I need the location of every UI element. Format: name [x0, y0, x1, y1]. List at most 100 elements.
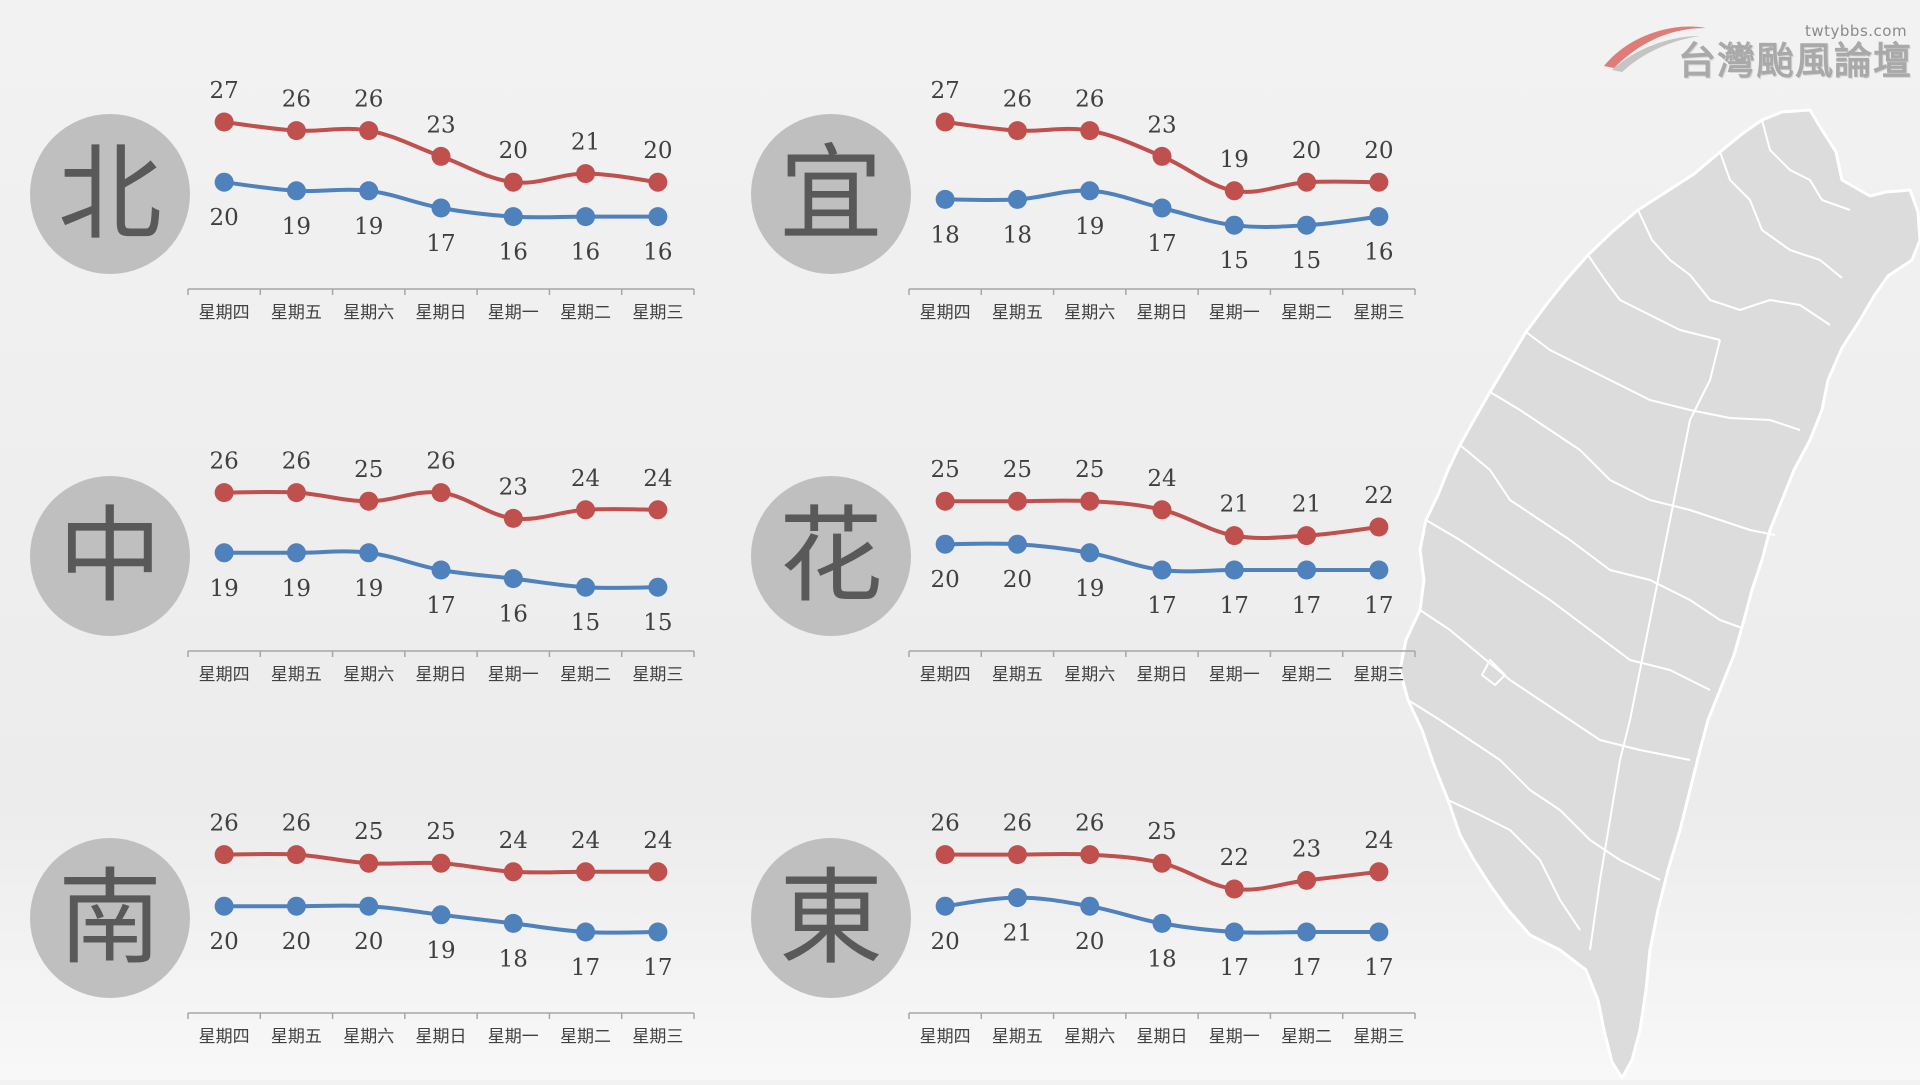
tick-label: 星期三: [632, 665, 683, 685]
high-temp-label: 27: [210, 78, 239, 104]
region-badge: [751, 114, 911, 274]
low-temp-point: [286, 543, 306, 563]
tick-label: 星期一: [488, 303, 539, 323]
high-temp-label: 25: [1003, 457, 1032, 483]
tick-label: 星期日: [1137, 665, 1188, 685]
high-temp-point: [576, 164, 596, 184]
high-temp-point: [1007, 845, 1027, 865]
tick-label: 星期四: [199, 1027, 250, 1047]
low-temp-label: 17: [426, 593, 455, 619]
tick-label: 星期六: [1064, 665, 1115, 685]
high-temp-label: 26: [1003, 87, 1032, 113]
low-temp-label: 15: [571, 610, 600, 636]
high-temp-label: 24: [643, 466, 672, 492]
high-temp-label: 24: [643, 828, 672, 854]
high-temp-point: [286, 483, 306, 503]
tick-label: 星期五: [992, 665, 1043, 685]
low-temp-point: [1152, 198, 1172, 218]
low-temp-label: 18: [1147, 946, 1176, 972]
high-temp-point: [1297, 870, 1317, 890]
high-temp-label: 26: [210, 811, 239, 837]
low-temp-label: 17: [1147, 231, 1176, 257]
high-temp-point: [359, 491, 379, 511]
tick-label: 星期五: [271, 303, 322, 323]
low-temp-point: [359, 896, 379, 916]
high-temp-point: [1152, 500, 1172, 520]
high-temp-label: 26: [282, 87, 311, 113]
low-temp-label: 19: [282, 214, 311, 240]
low-temp-point: [286, 181, 306, 201]
low-temp-point: [214, 543, 234, 563]
high-temp-label: 26: [1075, 811, 1104, 837]
low-temp-label: 21: [1003, 921, 1032, 947]
region-badge: [30, 114, 190, 274]
high-temp-label: 25: [354, 819, 383, 845]
low-temp-point: [503, 913, 523, 933]
high-temp-label: 19: [1220, 147, 1249, 173]
low-temp-point: [1080, 543, 1100, 563]
low-temp-point: [1080, 896, 1100, 916]
low-temp-point: [648, 207, 668, 227]
low-temp-label: 20: [282, 929, 311, 955]
low-temp-point: [1297, 215, 1317, 235]
county-borders: [1407, 119, 1851, 951]
tick-label: 星期六: [343, 303, 394, 323]
low-temp-label: 15: [1220, 248, 1249, 274]
high-temp-label: 22: [1364, 483, 1393, 509]
logo-site: twtybbs.com: [1805, 22, 1908, 40]
low-temp-point: [648, 922, 668, 942]
high-temp-label: 26: [210, 449, 239, 475]
low-temp-label: 18: [931, 222, 960, 248]
low-temp-label: 19: [426, 938, 455, 964]
high-temp-point: [648, 500, 668, 520]
high-temp-point: [431, 853, 451, 873]
high-temp-label: 26: [931, 811, 960, 837]
low-temp-point: [431, 560, 451, 580]
taiwan-map-icon: [1398, 108, 1920, 1080]
low-temp-point: [648, 577, 668, 597]
high-temp-label: 25: [426, 819, 455, 845]
high-temp-point: [1297, 526, 1317, 546]
tick-label: 星期六: [343, 1027, 394, 1047]
tick-label: 星期一: [488, 1027, 539, 1047]
low-temp-point: [1224, 560, 1244, 580]
high-temp-point: [1080, 845, 1100, 865]
low-temp-point: [1369, 207, 1389, 227]
tick-label: 星期三: [1353, 665, 1404, 685]
low-temp-label: 19: [354, 576, 383, 602]
high-temp-point: [1152, 853, 1172, 873]
high-temp-label: 24: [1147, 466, 1176, 492]
tick-label: 星期六: [1064, 1027, 1115, 1047]
tick-label: 星期二: [560, 1027, 611, 1047]
region-label: 東: [779, 857, 883, 979]
low-temp-point: [1224, 215, 1244, 235]
tick-label: 星期二: [1281, 1027, 1332, 1047]
low-temp-label: 19: [210, 576, 239, 602]
tick-label: 星期二: [560, 303, 611, 323]
tick-label: 星期一: [1209, 1027, 1260, 1047]
low-temp-point: [1297, 560, 1317, 580]
tick-label: 星期一: [1209, 303, 1260, 323]
low-temp-label: 17: [1220, 593, 1249, 619]
low-temp-label: 20: [1003, 567, 1032, 593]
high-temp-label: 26: [1003, 811, 1032, 837]
low-temp-label: 20: [210, 929, 239, 955]
tick-label: 星期二: [560, 665, 611, 685]
tick-label: 星期日: [1137, 1027, 1188, 1047]
low-temp-label: 16: [1364, 240, 1393, 266]
tick-label: 星期二: [1281, 665, 1332, 685]
high-temp-point: [1224, 879, 1244, 899]
high-temp-point: [1224, 181, 1244, 201]
low-temp-point: [359, 543, 379, 563]
low-temp-point: [1080, 181, 1100, 201]
high-temp-point: [359, 121, 379, 141]
high-temp-label: 23: [1147, 112, 1176, 138]
low-temp-label: 20: [210, 205, 239, 231]
tick-label: 星期五: [271, 1027, 322, 1047]
tick-label: 星期四: [920, 1027, 971, 1047]
